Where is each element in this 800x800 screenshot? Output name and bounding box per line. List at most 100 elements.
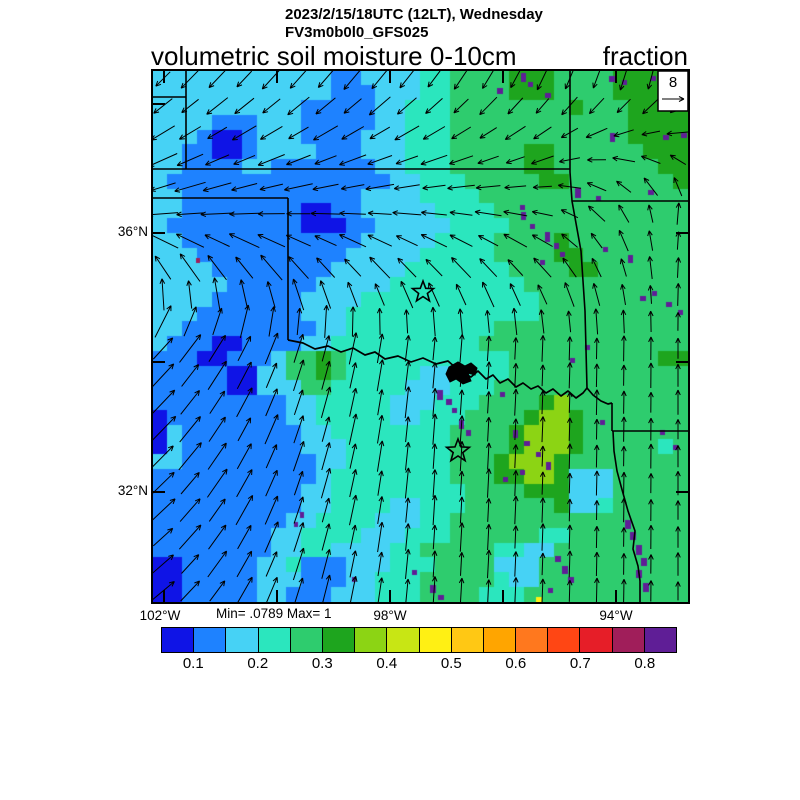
wind-vector	[265, 469, 278, 497]
wind-vector	[647, 256, 653, 279]
wind-vector	[343, 71, 361, 90]
wind-vector	[621, 364, 627, 386]
lon-label-94w: 94°W	[599, 608, 633, 623]
wind-vector	[537, 284, 548, 305]
wind-vector	[669, 154, 687, 166]
wind-vector	[261, 71, 280, 90]
wind-vector	[348, 332, 358, 365]
wind-vector	[512, 551, 519, 577]
wind-vector	[259, 183, 284, 192]
wind-vector	[618, 229, 629, 252]
wind-vector	[233, 154, 256, 165]
wind-vector	[405, 548, 411, 579]
wind-vector	[154, 255, 172, 280]
wind-vector	[594, 500, 600, 521]
wind-vector	[310, 210, 341, 217]
wind-vector	[451, 257, 472, 279]
wind-vector	[404, 497, 411, 523]
wind-vector	[377, 551, 384, 577]
wind-vector	[531, 155, 554, 165]
wind-vector	[371, 71, 388, 90]
colorbar-segment	[580, 628, 613, 652]
wind-vector	[376, 333, 385, 364]
wind-vector	[265, 551, 278, 577]
wind-vector	[321, 442, 331, 471]
wind-vector	[675, 363, 681, 387]
wind-vector	[404, 360, 411, 390]
colorbar-segment	[355, 628, 388, 652]
wind-vector	[286, 154, 311, 166]
wind-vector	[369, 126, 391, 140]
wind-vector	[340, 184, 365, 191]
wind-vector	[675, 312, 681, 331]
wind-vector	[321, 549, 331, 579]
wind-vector	[376, 440, 385, 472]
wind-vector	[207, 550, 228, 578]
wind-vector	[512, 525, 519, 549]
wind-vector	[422, 184, 446, 191]
wind-vector	[343, 98, 362, 114]
wind-vector	[640, 155, 661, 164]
wind-vector	[153, 337, 174, 360]
wind-vector	[594, 389, 600, 416]
plot-datetime: 2023/2/15/18UTC (12LT), Wednesday	[285, 6, 543, 23]
wind-vector	[159, 278, 166, 311]
wind-vector	[293, 389, 304, 416]
wind-vector	[321, 335, 331, 362]
wind-vector	[453, 98, 469, 114]
wind-vector	[368, 96, 391, 116]
state-border-line	[612, 430, 641, 602]
wind-vector	[675, 202, 682, 225]
plot-title-row: volumetric soil moisture 0-10cm fraction	[151, 41, 688, 72]
wind-vector	[539, 552, 546, 576]
wind-vector	[288, 256, 309, 279]
wind-vector	[314, 235, 337, 247]
star-marker	[410, 278, 436, 303]
wind-vector	[179, 253, 201, 282]
wind-vector	[621, 445, 627, 467]
wind-vector	[536, 71, 547, 91]
wind-vector	[208, 334, 226, 362]
wind-vector	[208, 524, 227, 550]
wind-vector	[566, 498, 573, 522]
wind-vector	[505, 156, 525, 165]
wind-vector	[204, 234, 230, 247]
wind-vector	[314, 155, 337, 165]
wind-vector	[458, 496, 465, 524]
wind-vector	[673, 177, 683, 197]
reference-vector-box	[657, 71, 688, 112]
wind-vector	[176, 153, 204, 167]
wind-vector	[560, 209, 579, 219]
wind-vector	[228, 233, 260, 249]
wind-vector	[153, 232, 179, 249]
wind-vector	[399, 71, 414, 89]
wind-vector	[420, 154, 448, 166]
wind-vector	[395, 235, 418, 247]
wind-vector	[458, 522, 465, 552]
wind-vector	[212, 307, 223, 336]
wind-vector	[200, 211, 234, 218]
wind-vector	[264, 495, 279, 525]
wind-vector	[296, 307, 303, 336]
wind-vector	[293, 333, 305, 363]
wind-vector	[427, 71, 441, 88]
wind-vector	[486, 361, 492, 390]
wind-vector	[236, 469, 253, 498]
wind-vector	[288, 126, 309, 140]
wind-vector	[594, 418, 600, 440]
wind-vector	[458, 415, 465, 444]
wind-vector	[262, 98, 281, 114]
wind-vector	[458, 577, 465, 602]
wind-vector	[405, 441, 411, 471]
wind-vector	[567, 336, 573, 361]
wind-vector	[208, 498, 226, 522]
plot-title: volumetric soil moisture 0-10cm	[151, 41, 517, 71]
wind-vector	[539, 390, 546, 415]
wind-vector	[482, 281, 495, 308]
wind-vector	[404, 386, 411, 419]
colorbar-tick-label: 0.2	[247, 655, 269, 672]
wind-vector	[478, 235, 499, 247]
colorbar-tick-label: 0.7	[569, 655, 591, 672]
wind-vector	[264, 332, 279, 365]
wind-vector	[619, 258, 627, 277]
